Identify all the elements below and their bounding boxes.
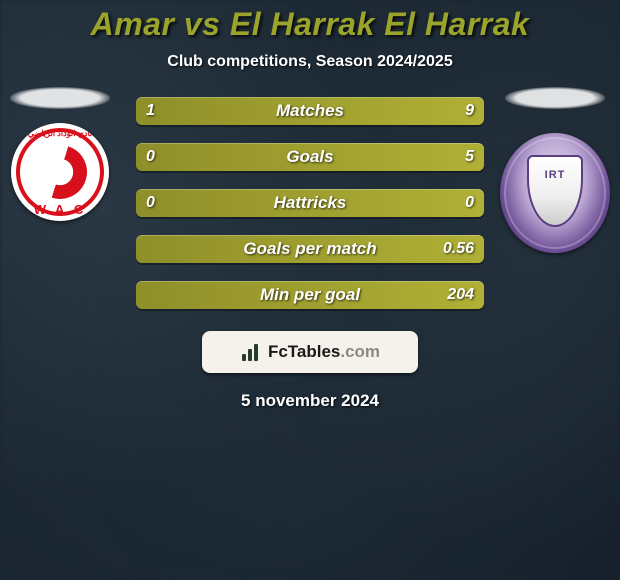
stat-label: Goals [286, 147, 333, 167]
stat-row-goals-per-match: Goals per match 0.56 [136, 235, 484, 263]
brand-gray: .com [340, 342, 380, 361]
crest-a-top-text: نادي الوداد الرياضي [11, 130, 109, 138]
stat-right-value: 204 [437, 281, 484, 309]
stat-left-value [136, 235, 156, 263]
date-text: 5 november 2024 [241, 391, 379, 411]
footer-brand: FcTables.com [202, 331, 418, 373]
stat-row-goals: 0 Goals 5 [136, 143, 484, 171]
stat-right-value: 0.56 [433, 235, 484, 263]
stat-row-matches: 1 Matches 9 [136, 97, 484, 125]
stat-left-value [136, 281, 156, 309]
crest-a-bottom-text: W.A.C [11, 202, 109, 217]
stat-left-value: 0 [136, 189, 165, 217]
subtitle: Club competitions, Season 2024/2025 [167, 53, 452, 71]
stat-right-value: 0 [455, 189, 484, 217]
player-left: نادي الوداد الرياضي W.A.C [10, 87, 110, 221]
stat-label: Hattricks [274, 193, 347, 213]
brand-text: FcTables.com [268, 342, 380, 362]
stat-label: Min per goal [260, 285, 360, 305]
player-b-shadow [505, 87, 605, 109]
player-a-shadow [10, 87, 110, 109]
stat-left-value: 1 [136, 97, 165, 125]
player-a-crest: نادي الوداد الرياضي W.A.C [11, 123, 109, 221]
page-title: Amar vs El Harrak El Harrak [91, 6, 530, 43]
stat-label: Matches [276, 101, 344, 121]
stat-right-value: 9 [455, 97, 484, 125]
brand-dark: FcTables [268, 342, 340, 361]
stats-section: نادي الوداد الرياضي W.A.C 1 Matches 9 0 … [0, 97, 620, 309]
player-right [500, 87, 610, 253]
stat-label: Goals per match [243, 239, 376, 259]
content-root: Amar vs El Harrak El Harrak Club competi… [0, 0, 620, 580]
player-b-crest [500, 133, 610, 253]
fctables-icon [240, 343, 262, 361]
stat-left-value: 0 [136, 143, 165, 171]
stat-right-value: 5 [455, 143, 484, 171]
stats-bars: 1 Matches 9 0 Goals 5 0 Hattricks 0 Goal… [136, 97, 484, 309]
stat-row-min-per-goal: Min per goal 204 [136, 281, 484, 309]
stat-row-hattricks: 0 Hattricks 0 [136, 189, 484, 217]
